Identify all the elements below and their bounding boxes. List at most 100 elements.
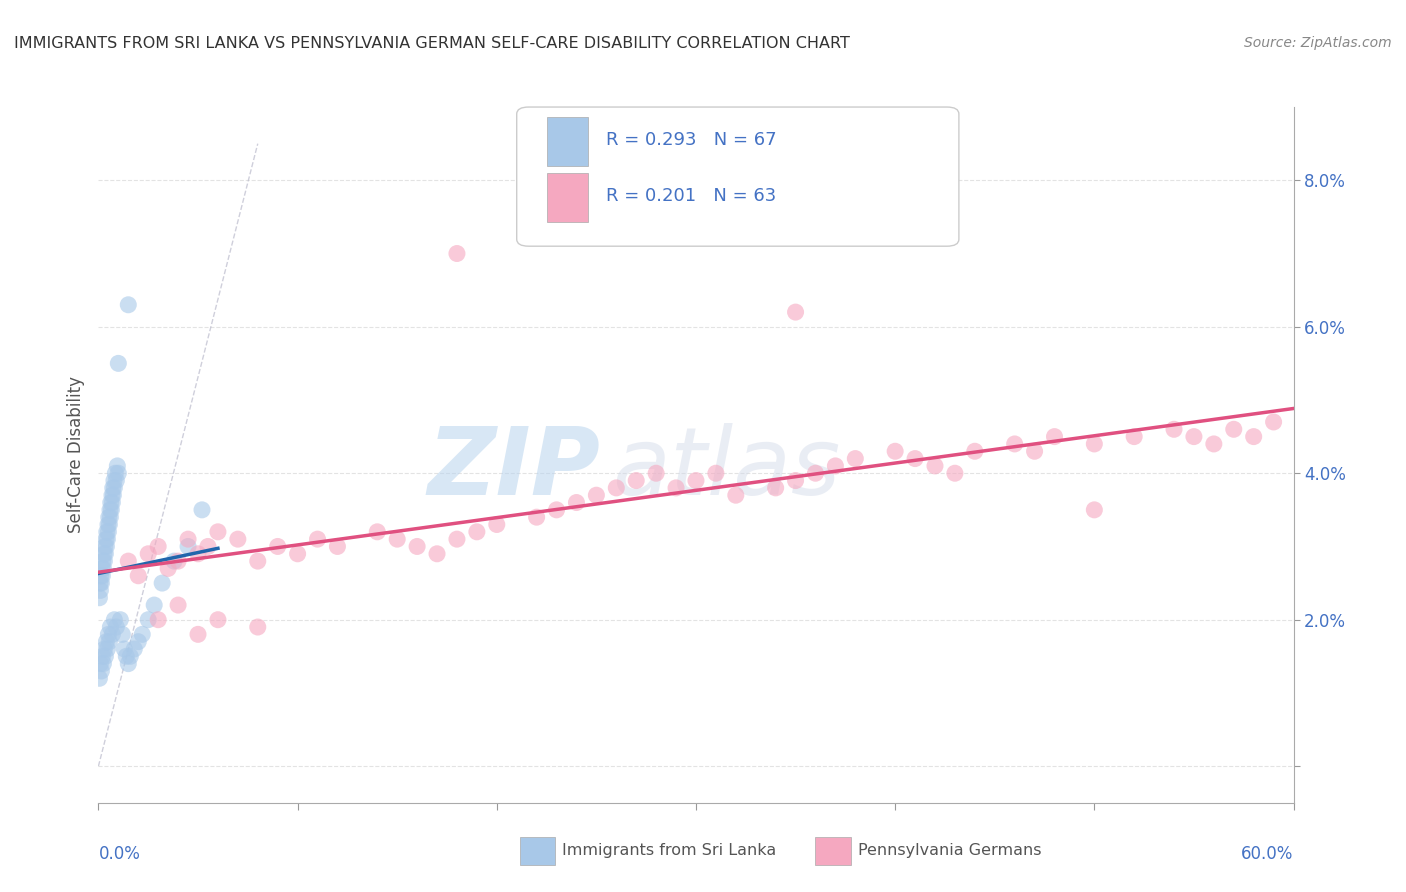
Point	[93, 657, 115, 671]
Point	[148, 540, 170, 554]
Point	[103, 488, 125, 502]
Point	[91, 568, 114, 582]
Point	[565, 495, 588, 509]
Point	[1043, 429, 1066, 443]
Point	[785, 305, 807, 319]
Point	[1123, 429, 1146, 443]
Point	[143, 598, 166, 612]
Point	[246, 620, 269, 634]
Point	[187, 547, 209, 561]
Point	[1024, 444, 1046, 458]
Point	[94, 649, 117, 664]
Text: Source: ZipAtlas.com: Source: ZipAtlas.com	[1244, 36, 1392, 50]
Point	[93, 642, 115, 657]
Point	[1004, 437, 1026, 451]
Point	[150, 576, 173, 591]
Point	[187, 627, 209, 641]
Point	[127, 634, 149, 648]
Point	[96, 540, 118, 554]
Point	[191, 503, 214, 517]
Point	[98, 634, 121, 648]
Point	[117, 298, 139, 312]
Point	[665, 481, 688, 495]
Point	[112, 642, 135, 657]
Point	[98, 503, 121, 517]
Point	[1182, 429, 1205, 443]
Point	[89, 583, 111, 598]
Point	[924, 458, 946, 473]
Point	[131, 627, 153, 641]
Point	[136, 613, 159, 627]
Point	[1083, 503, 1105, 517]
Point	[93, 547, 115, 561]
Point	[1243, 429, 1265, 443]
Point	[546, 503, 568, 517]
Point	[207, 613, 229, 627]
Point	[765, 481, 787, 495]
Y-axis label: Self-Care Disability: Self-Care Disability	[66, 376, 84, 533]
Point	[93, 554, 115, 568]
Point	[101, 481, 124, 495]
Point	[91, 649, 114, 664]
Text: 60.0%: 60.0%	[1241, 845, 1294, 863]
Point	[89, 591, 111, 605]
Point	[96, 524, 118, 539]
Point	[103, 613, 125, 627]
Point	[1083, 437, 1105, 451]
Point	[426, 547, 449, 561]
Point	[307, 532, 329, 546]
Text: ZIP: ZIP	[427, 423, 600, 515]
Point	[101, 488, 124, 502]
Point	[326, 540, 349, 554]
Point	[804, 467, 827, 481]
Point	[177, 540, 200, 554]
Point	[465, 524, 488, 539]
Point	[163, 554, 186, 568]
Point	[107, 467, 129, 481]
Point	[98, 510, 122, 524]
Point	[167, 554, 190, 568]
Point	[724, 488, 747, 502]
Point	[120, 649, 142, 664]
Point	[117, 657, 139, 671]
Point	[94, 532, 117, 546]
Bar	[547, 118, 589, 166]
Point	[97, 627, 120, 641]
Point	[96, 634, 118, 648]
Point	[91, 561, 114, 575]
Point	[90, 568, 112, 582]
Point	[943, 467, 966, 481]
Point	[197, 540, 219, 554]
Point	[1202, 437, 1225, 451]
Text: R = 0.201   N = 63: R = 0.201 N = 63	[606, 187, 776, 205]
Point	[96, 532, 118, 546]
Point	[1263, 415, 1285, 429]
Point	[105, 458, 128, 473]
Text: Immigrants from Sri Lanka: Immigrants from Sri Lanka	[562, 844, 776, 858]
Point	[91, 554, 114, 568]
Point	[101, 627, 124, 641]
Point	[127, 568, 149, 582]
Point	[90, 664, 112, 678]
Point	[526, 510, 548, 524]
Point	[103, 481, 125, 495]
Point	[93, 561, 115, 575]
FancyBboxPatch shape	[517, 107, 959, 246]
Point	[645, 467, 668, 481]
Point	[115, 649, 138, 664]
Point	[246, 554, 269, 568]
Point	[94, 547, 117, 561]
Point	[89, 657, 111, 671]
Point	[96, 642, 118, 657]
Point	[824, 458, 846, 473]
Point	[89, 576, 111, 591]
Point	[167, 598, 190, 612]
Text: Pennsylvania Germans: Pennsylvania Germans	[858, 844, 1042, 858]
Point	[785, 474, 807, 488]
Point	[366, 524, 388, 539]
Point	[226, 532, 249, 546]
Point	[100, 503, 122, 517]
Point	[107, 356, 129, 370]
Point	[904, 451, 927, 466]
Point	[111, 627, 134, 641]
